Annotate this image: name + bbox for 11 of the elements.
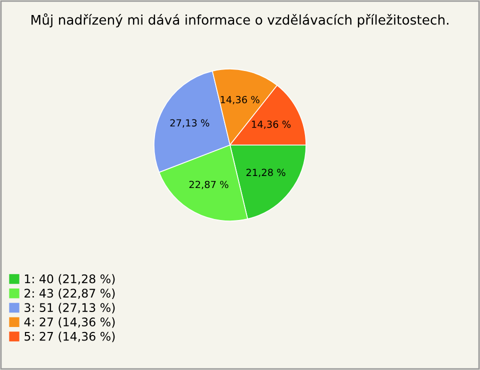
data-label: 22,87 %: [189, 180, 228, 190]
legend-label: 5: 27 (14,36 %): [24, 332, 115, 342]
legend-label: 4: 27 (14,36 %): [24, 317, 115, 328]
legend-label: 3: 51 (27,13 %): [24, 302, 115, 314]
legend-label: 1: 40 (21,28 %): [24, 274, 115, 285]
chart-title: Můj nadřízený mi dává informace o vzdělávacích příležitostech.: [32, 13, 448, 28]
data-label: 14,36 %: [252, 120, 291, 129]
data-label: 14,36 %: [220, 96, 260, 104]
data-label: 27,13 %: [170, 119, 210, 128]
legend-label: 2: 43 (22,87 %): [24, 288, 115, 300]
data-label: 21,28 %: [246, 168, 286, 178]
